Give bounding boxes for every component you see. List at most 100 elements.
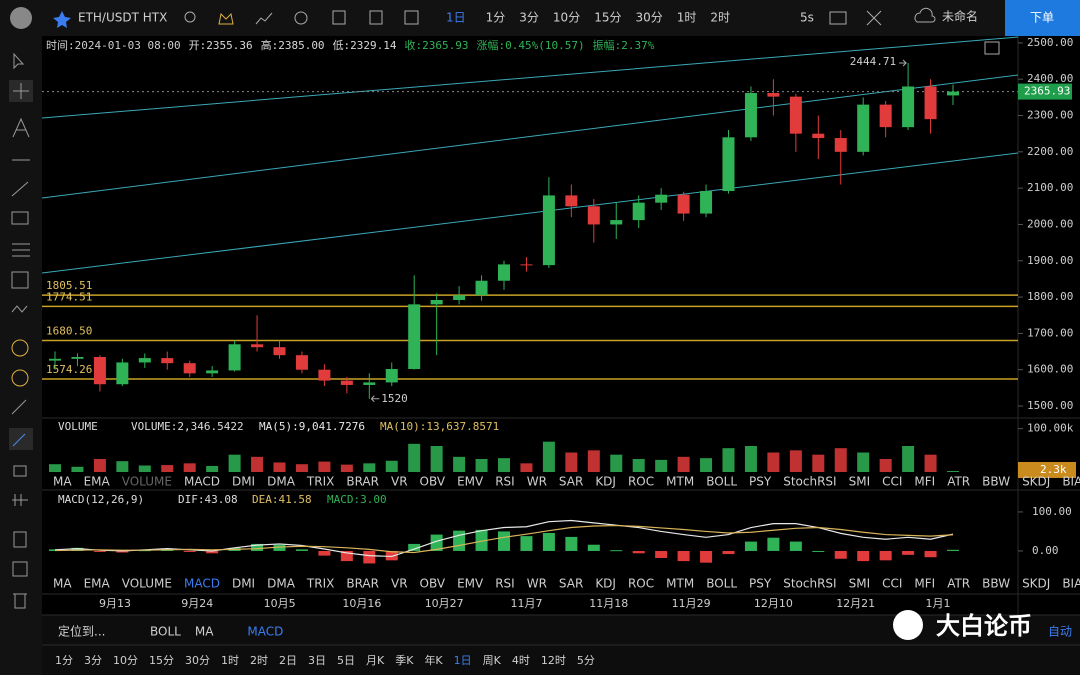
indicator-tab[interactable]: SMI [849, 577, 871, 591]
timeframe-tab[interactable]: 1分 [55, 654, 73, 667]
indicator-tab[interactable]: SMI [849, 475, 871, 489]
indicator-tab[interactable]: RSI [495, 577, 515, 591]
order-button[interactable] [1005, 0, 1080, 36]
indicator-tab[interactable]: DMI [232, 475, 255, 489]
timeframe-tab[interactable]: 1时 [221, 654, 239, 667]
indicator-tab[interactable]: StochRSI [783, 475, 836, 489]
indicator-tab[interactable]: CCI [882, 577, 902, 591]
indicator-tab[interactable]: PSY [749, 475, 772, 489]
tool-cursor[interactable] [13, 52, 25, 70]
timeframe-tab[interactable]: 1日 [454, 654, 472, 667]
vip-icon[interactable] [218, 12, 234, 25]
tool-trash[interactable] [13, 593, 27, 609]
tool-edit[interactable] [12, 561, 28, 577]
tool-lock[interactable] [13, 465, 27, 477]
tool-text[interactable] [12, 117, 30, 138]
indicator-tab[interactable]: KDJ [595, 577, 616, 591]
indicator-tab[interactable]: CCI [882, 475, 902, 489]
logo[interactable] [10, 7, 32, 29]
tool-pattern-2[interactable] [11, 369, 29, 387]
timeframe-tab[interactable]: 季K [395, 654, 414, 667]
indicator-tab[interactable]: TRIX [306, 577, 334, 591]
timeframe-tab[interactable]: 4时 [512, 654, 530, 667]
indicator-tab[interactable]: BOLL [706, 475, 737, 489]
indicator-tab[interactable]: BBW [982, 577, 1010, 591]
indicator-tab[interactable]: VOLUME [122, 577, 172, 591]
timeframe-tab[interactable]: 周K [483, 654, 502, 667]
search-icon[interactable] [184, 11, 196, 23]
indicator-tab[interactable]: WR [527, 475, 547, 489]
indicator-tab[interactable]: VR [391, 577, 408, 591]
interval-tab[interactable]: 1日 [446, 11, 466, 25]
timeframe-tab[interactable]: 5分 [577, 654, 595, 667]
indicator-tab[interactable]: OBV [420, 475, 446, 489]
tool-pattern[interactable] [11, 339, 29, 357]
timeframe-tab[interactable]: 15分 [149, 654, 174, 667]
tool-ruler[interactable] [11, 399, 27, 415]
indicator-tab[interactable]: EMV [457, 475, 484, 489]
timeframe-tab[interactable]: 5日 [337, 654, 355, 667]
interval-tab[interactable]: 30分 [635, 11, 662, 25]
indicator-tab[interactable]: MTM [666, 577, 694, 591]
interval-tab[interactable]: 1分 [486, 11, 506, 25]
study-tab[interactable]: BOLL [150, 625, 181, 639]
indicator-tab[interactable]: DMI [232, 577, 255, 591]
indicator-tab[interactable]: ROC [628, 475, 654, 489]
template-icon[interactable] [369, 10, 383, 25]
indicator-tab[interactable]: BOLL [706, 577, 737, 591]
indicator-tab[interactable]: VOLUME [122, 475, 172, 489]
locate[interactable]: 定位到... [58, 624, 105, 639]
tool-bookmark[interactable] [13, 531, 27, 548]
indicator-tab[interactable]: BBW [982, 475, 1010, 489]
indicator-tab[interactable]: SKDJ [1022, 577, 1050, 591]
tool-magnet[interactable] [12, 494, 28, 506]
indicator-tab[interactable]: MACD [184, 475, 220, 489]
indicator-tab[interactable]: ATR [947, 475, 970, 489]
timeframe-tab[interactable]: 3分 [84, 654, 102, 667]
study-tab[interactable]: MACD [247, 625, 283, 639]
indicator-tab[interactable]: MFI [914, 475, 935, 489]
indicator-tab[interactable]: WR [527, 577, 547, 591]
snapshot-icon[interactable] [332, 10, 346, 25]
indicator-tab[interactable]: MTM [666, 475, 694, 489]
timeframe-tab[interactable]: 3日 [308, 654, 326, 667]
settings-icon[interactable] [294, 11, 308, 25]
indicator-icon[interactable] [255, 12, 273, 25]
indicator-tab[interactable]: MA [53, 475, 72, 489]
indicator-tab[interactable]: PSY [749, 577, 772, 591]
interval-tab[interactable]: 2时 [710, 11, 730, 25]
indicator-tab[interactable]: EMA [84, 577, 111, 591]
timeframe-tab[interactable]: 30分 [185, 654, 210, 667]
indicator-tab[interactable]: MA [53, 577, 72, 591]
layout-name[interactable]: 未命名 [942, 9, 978, 24]
interval-tab[interactable]: 15分 [594, 11, 621, 25]
favorite-icon[interactable] [53, 11, 71, 28]
study-tab[interactable]: MA [195, 625, 214, 639]
interval-tab[interactable]: 10分 [553, 11, 580, 25]
tool-brush[interactable] [12, 433, 26, 447]
timeframe-tab[interactable]: 12时 [541, 654, 566, 667]
indicator-tab[interactable]: BRAR [346, 577, 379, 591]
timeframe-tab[interactable]: 月K [366, 654, 385, 667]
indicator-tab[interactable]: MFI [914, 577, 935, 591]
timeframe-tab[interactable]: 2时 [250, 654, 268, 667]
expand-icon[interactable] [984, 41, 1000, 55]
indicator-tab[interactable]: KDJ [595, 475, 616, 489]
indicator-tab[interactable]: VR [391, 475, 408, 489]
indicator-tab[interactable]: StochRSI [783, 577, 836, 591]
interval-tab[interactable]: 3分 [519, 11, 539, 25]
timeframe-tab[interactable]: 10分 [113, 654, 138, 667]
indicator-tab[interactable]: BRAR [346, 475, 379, 489]
indicator-tab[interactable]: ATR [947, 577, 970, 591]
indicator-tab[interactable]: SAR [559, 475, 583, 489]
tool-rect[interactable] [11, 211, 29, 225]
indicator-tab[interactable]: MACD [184, 577, 220, 591]
indicator-tab[interactable]: RSI [495, 475, 515, 489]
tool-fib[interactable] [12, 243, 30, 257]
symbol[interactable]: ETH/USDT HTX [78, 11, 167, 25]
speed[interactable]: 5s [800, 11, 814, 25]
indicator-tab[interactable]: EMA [84, 475, 111, 489]
cloud-icon[interactable] [914, 7, 936, 23]
order-button-label[interactable]: 下单 [1030, 11, 1054, 25]
indicator-tab[interactable]: DMA [267, 475, 296, 489]
